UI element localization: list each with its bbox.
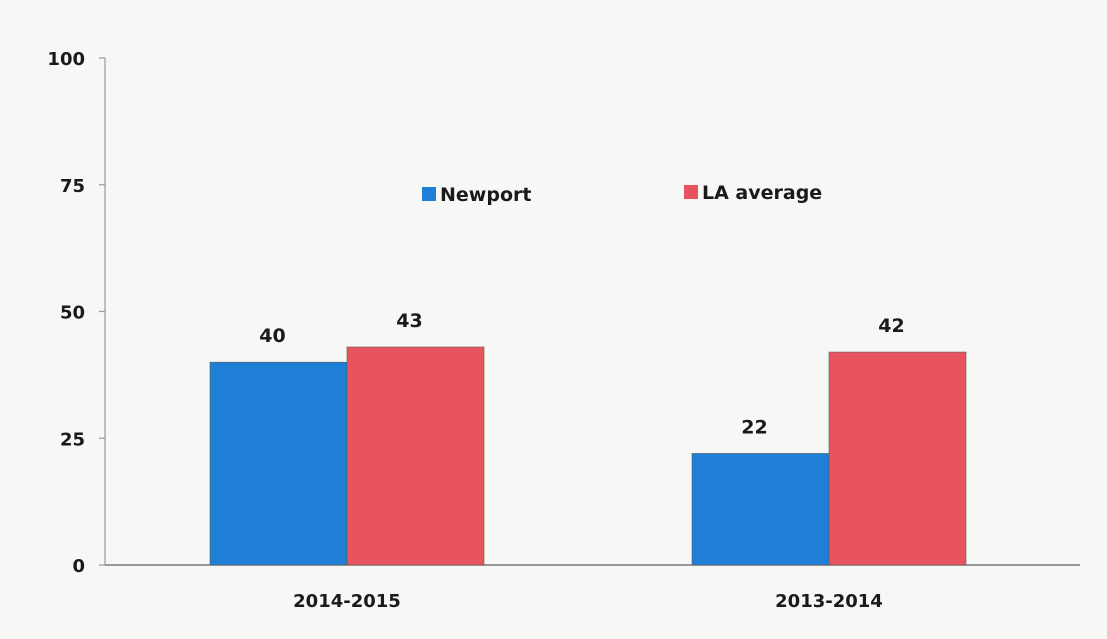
data-label: 43 xyxy=(396,310,422,332)
x-tick-label: 2014-2015 xyxy=(293,591,401,612)
data-label: 40 xyxy=(259,325,285,347)
bars-group xyxy=(209,346,967,566)
y-tick-label: 75 xyxy=(60,176,85,197)
bar-newport-2014-2015 xyxy=(209,361,348,566)
data-labels-group: 40 43 22 42 xyxy=(259,310,904,438)
data-label: 42 xyxy=(878,315,904,337)
legend-label: LA average xyxy=(702,182,822,204)
bar-la-average-2014-2015 xyxy=(346,346,485,566)
legend: Newport LA average xyxy=(422,182,822,206)
y-tick-label: 25 xyxy=(60,429,85,450)
y-tick-label: 50 xyxy=(60,303,85,324)
legend-swatch xyxy=(684,185,698,199)
x-tick-label: 2013-2014 xyxy=(775,591,883,612)
y-tick-label: 100 xyxy=(47,49,85,70)
legend-label: Newport xyxy=(440,184,531,206)
bar-newport-2013-2014 xyxy=(691,453,830,566)
data-label: 22 xyxy=(741,416,767,438)
legend-swatch xyxy=(422,187,436,201)
bar-la-average-2013-2014 xyxy=(828,351,967,566)
y-tick-label: 0 xyxy=(72,556,85,577)
